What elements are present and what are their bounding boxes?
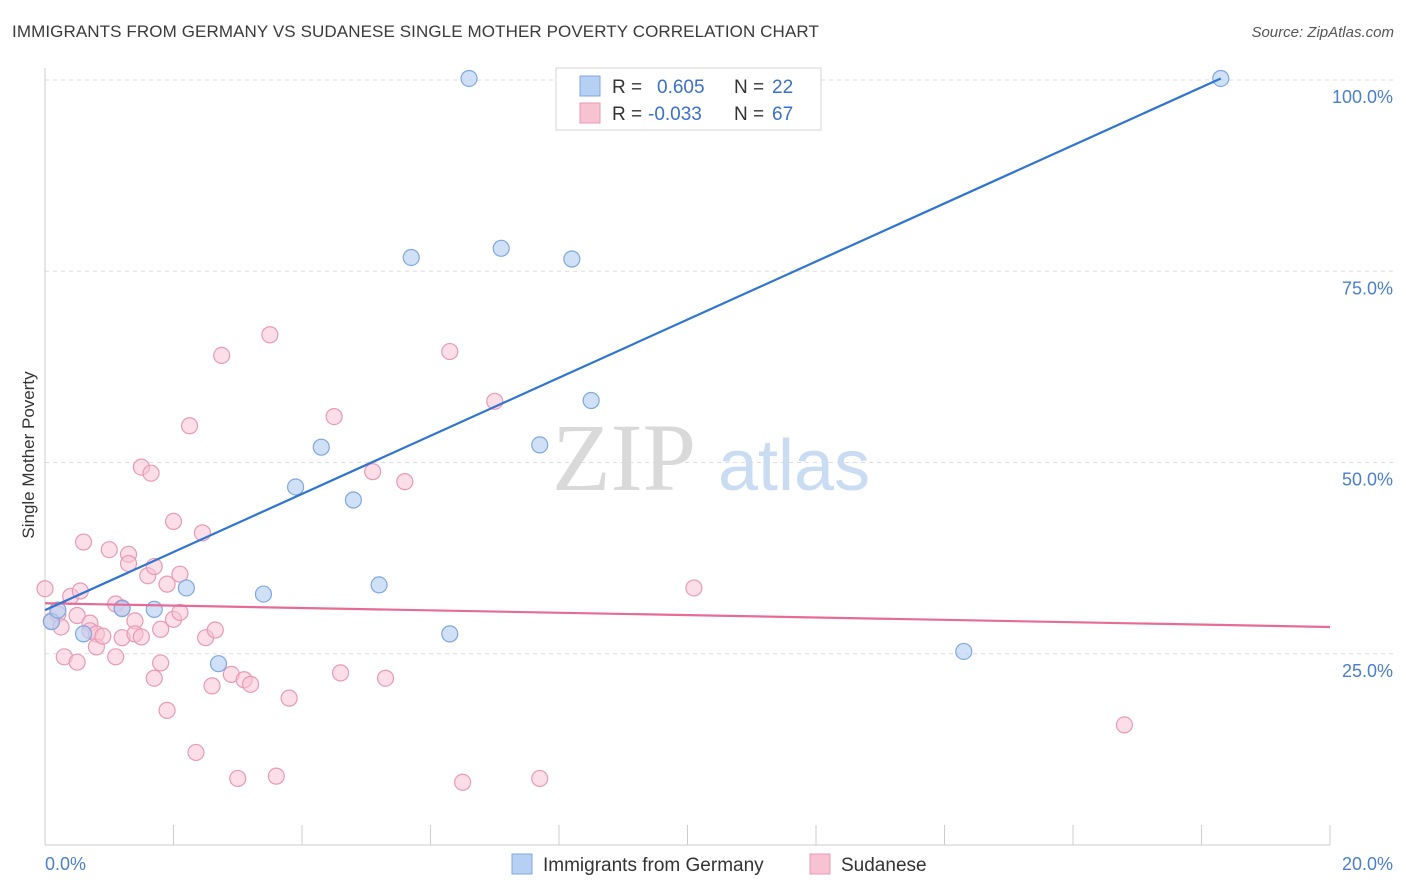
germany-point — [312, 438, 330, 456]
sudanese-point — [203, 677, 221, 695]
x-tick-label: 0.0% — [45, 854, 86, 874]
sudanese-point — [152, 654, 170, 672]
legend-label-sudanese: Sudanese — [841, 855, 927, 876]
sudanese-point — [685, 579, 703, 597]
germany-point — [402, 248, 420, 267]
germany-point — [955, 642, 973, 661]
y-tick-label: 25.0% — [1342, 661, 1393, 681]
sudanese-point — [68, 606, 86, 625]
sudanese-point — [229, 769, 247, 788]
sudanese-trend-line — [44, 602, 1331, 629]
germany-point — [113, 600, 131, 618]
sudanese-point — [242, 675, 260, 693]
germany-point — [286, 478, 305, 496]
legend-swatch-germany — [579, 75, 601, 97]
sudanese-point — [152, 620, 170, 638]
sudanese-point — [267, 767, 285, 785]
trend-lines — [44, 77, 1331, 629]
y-tick-label: 100.0% — [1332, 87, 1393, 107]
sudanese-point — [158, 701, 176, 719]
germany-point — [531, 436, 549, 454]
legend-r-label: R = — [612, 77, 642, 98]
y-tick-label: 75.0% — [1342, 278, 1393, 298]
gridlines — [45, 79, 1395, 655]
legend-n-label: N = — [734, 77, 764, 98]
germany-point — [209, 655, 228, 673]
legend-label-germany: Immigrants from Germany — [543, 855, 764, 876]
legend-r-label: R = — [612, 104, 642, 125]
sudanese-point — [1115, 716, 1134, 734]
sudanese-point — [158, 575, 176, 593]
sudanese-point — [107, 648, 125, 666]
tick-labels: 25.0% 50.0% 75.0% 100.0% 0.0% 20.0% — [45, 87, 1393, 874]
sudanese-point — [145, 669, 163, 687]
sudanese-point — [454, 773, 472, 791]
sudanese-point — [171, 603, 189, 622]
legend-r-value: -0.033 — [648, 104, 702, 125]
sudanese-point — [206, 621, 224, 639]
legend-swatch-sudanese — [579, 102, 601, 124]
series-legend: Immigrants from Germany Sudanese — [511, 853, 927, 876]
sudanese-point — [531, 769, 549, 788]
legend-n-value: 22 — [772, 77, 793, 98]
legend-n-value: 67 — [772, 104, 793, 125]
watermark-atlas: atlas — [718, 426, 870, 506]
germany-point — [582, 391, 600, 410]
germany-point — [563, 250, 581, 268]
sudanese-point — [187, 743, 205, 762]
sudanese-point — [132, 628, 150, 646]
germany-point — [344, 491, 362, 509]
sudanese-point — [396, 473, 414, 491]
germany-points — [42, 69, 1230, 673]
sudanese-point — [94, 627, 112, 645]
source-credit: Source: ZipAtlas.com — [1251, 24, 1394, 41]
sudanese-point — [376, 669, 395, 687]
germany-point — [492, 239, 510, 257]
legend-n-label: N = — [734, 104, 764, 125]
y-tick-label: 50.0% — [1342, 470, 1393, 490]
watermark-zip: ZIP — [552, 404, 696, 511]
chart-title: IMMIGRANTS FROM GERMANY VS SUDANESE SING… — [12, 22, 819, 41]
sudanese-point — [180, 417, 199, 435]
sudanese-point — [171, 565, 189, 583]
legend-swatch-sudanese — [809, 853, 831, 875]
sudanese-point — [325, 408, 343, 426]
legend-r-value: 0.605 — [657, 77, 705, 98]
sudanese-point — [280, 689, 298, 707]
legend-swatch-germany — [511, 853, 533, 875]
sudanese-point — [36, 580, 54, 598]
germany-point — [441, 625, 459, 643]
germany-point — [370, 576, 388, 594]
sudanese-point — [364, 463, 382, 481]
germany-point — [145, 600, 163, 618]
germany-point — [74, 625, 93, 643]
watermark: ZIP atlas — [552, 404, 870, 511]
sudanese-point — [331, 664, 350, 682]
sudanese-point — [142, 464, 160, 482]
axes — [44, 68, 1331, 846]
sudanese-point — [164, 512, 183, 531]
sudanese-point — [441, 342, 459, 361]
sudanese-point — [100, 541, 118, 559]
germany-trend-line — [44, 77, 1222, 612]
germany-point — [460, 69, 478, 88]
sudanese-point — [68, 653, 86, 671]
germany-point — [177, 579, 195, 597]
germany-point — [254, 585, 273, 603]
sudanese-point — [213, 346, 231, 364]
correlation-legend: R = 0.605 N = 22 R = -0.033 N = 67 — [555, 67, 822, 131]
x-tick-label: 20.0% — [1342, 854, 1393, 874]
sudanese-point — [261, 326, 279, 344]
sudanese-point — [74, 533, 93, 551]
y-axis-title: Single Mother Poverty — [19, 371, 38, 539]
